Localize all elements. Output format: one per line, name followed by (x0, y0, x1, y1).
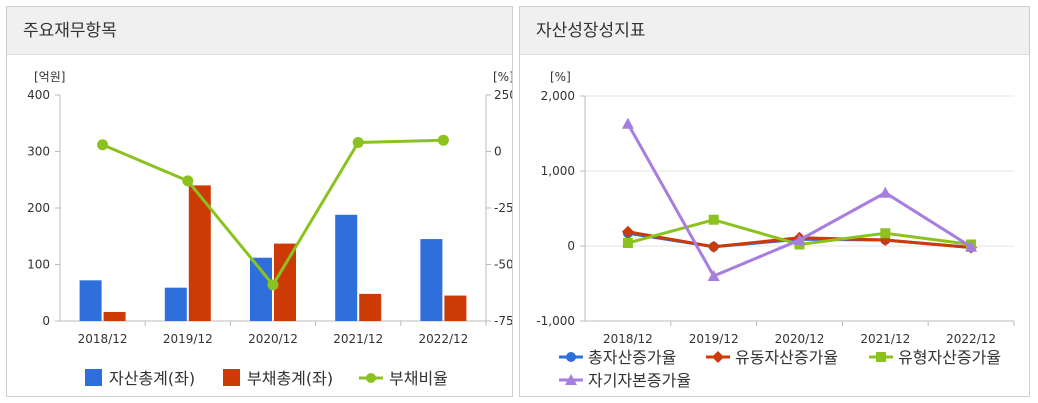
y-tick-label: 100 (27, 258, 50, 272)
x-tick-label: 2019/12 (689, 332, 739, 346)
series-3-point (621, 117, 634, 129)
x-tick-label: 2018/12 (603, 332, 653, 346)
series-3-point (965, 240, 978, 252)
bar-total-liabilities (188, 185, 211, 321)
series-3-point (793, 234, 806, 245)
legend-item-3-swatch-marker (565, 374, 577, 385)
y-tick-label: 2,000 (541, 89, 575, 103)
bar-total-liabilities (274, 243, 296, 321)
bar-total-assets (164, 287, 187, 321)
y-tick-label: 300 (27, 145, 50, 159)
bar-total-liabilities (103, 311, 126, 321)
y-tick-label: 0 (567, 239, 575, 253)
x-tick-label: 2021/12 (333, 332, 383, 346)
legend-item-2-label: 부채비율 (389, 369, 448, 388)
legend-item-3-label: 자기자본증가율 (588, 371, 691, 390)
legend-item-1-label: 부채총계(좌) (247, 369, 333, 388)
y-tick-label: 400 (27, 88, 50, 102)
series-1-point (621, 225, 634, 238)
y2-tick-label: 0 (494, 145, 502, 159)
right-chart-panel: 자산성장성지표 [%] 2,000 1,000 0 -1,000 2018/12 2019/… (519, 6, 1030, 397)
series-2-point (622, 238, 633, 248)
debt-ratio-point (182, 175, 194, 187)
debt-ratio-point (267, 279, 279, 291)
bar-total-assets (335, 214, 358, 321)
asset-growth-chart: [%] 2,000 1,000 0 -1,000 2018/12 2019/12 2020/1… (536, 70, 1015, 390)
y2-tick-label: 250 (494, 88, 512, 102)
bar-total-liabilities (359, 293, 382, 321)
bar-total-liabilities (444, 295, 467, 321)
legend-item-1-label: 유동자산증가율 (735, 348, 838, 367)
x-tick-label: 2020/12 (248, 332, 298, 346)
x-tick-label: 2018/12 (78, 332, 128, 346)
legend-item-2-swatch-dot (366, 373, 376, 383)
y2-tick-label: -500 (494, 258, 512, 272)
x-tick-label: 2022/12 (946, 332, 996, 346)
left-axis-unit: [억원] (34, 70, 65, 84)
bar-total-assets (420, 239, 443, 321)
financial-items-chart: [억원] [%] 400 300 200 100 0 250 0 -250 -500 -750 2018… (27, 70, 512, 388)
legend-item-0-label: 총자산증가율 (588, 348, 676, 367)
y-tick-label: 1,000 (541, 164, 575, 178)
bar-total-assets (79, 280, 102, 321)
legend-item-2-label: 유형자산증가율 (898, 348, 1001, 367)
left-panel-title: 주요재무항목 (7, 7, 512, 55)
y-tick-label: 0 (42, 314, 50, 328)
y-axis-unit: [%] (550, 70, 571, 84)
y2-tick-label: -750 (494, 314, 512, 328)
legend-item-2-swatch-marker (876, 352, 886, 362)
debt-ratio-point (437, 134, 449, 146)
bar-total-assets (250, 257, 272, 321)
series-2-point (880, 228, 891, 239)
series-3-point (707, 270, 720, 281)
legend-item-1-swatch-marker (712, 351, 724, 363)
y2-tick-label: -250 (494, 201, 512, 215)
right-panel-title: 자산성장성지표 (520, 7, 1029, 55)
series-3-line (626, 123, 972, 278)
x-tick-label: 2020/12 (775, 332, 825, 346)
series-1-point (707, 240, 720, 253)
series-2-point (708, 214, 719, 225)
y-tick-label: 200 (27, 201, 50, 215)
legend-item-0-swatch-marker (566, 352, 576, 362)
x-tick-label: 2021/12 (860, 332, 910, 346)
legend-item-1-swatch (223, 369, 240, 386)
debt-ratio-point (352, 136, 364, 148)
debt-ratio-point (97, 139, 109, 151)
x-tick-label: 2019/12 (163, 332, 213, 346)
debt-ratio-line (102, 138, 444, 288)
legend-item-0-swatch (85, 369, 102, 386)
series-3-point (879, 186, 892, 198)
x-tick-label: 2022/12 (418, 332, 468, 346)
y-tick-label: -1,000 (536, 314, 575, 328)
left-chart-panel: 주요재무항목 [억원] [%] 400 300 200 100 0 250 0 -250 -500 -… (6, 6, 513, 397)
right-axis-unit: [%] (493, 70, 512, 84)
legend-item-0-label: 자산총계(좌) (109, 369, 195, 388)
